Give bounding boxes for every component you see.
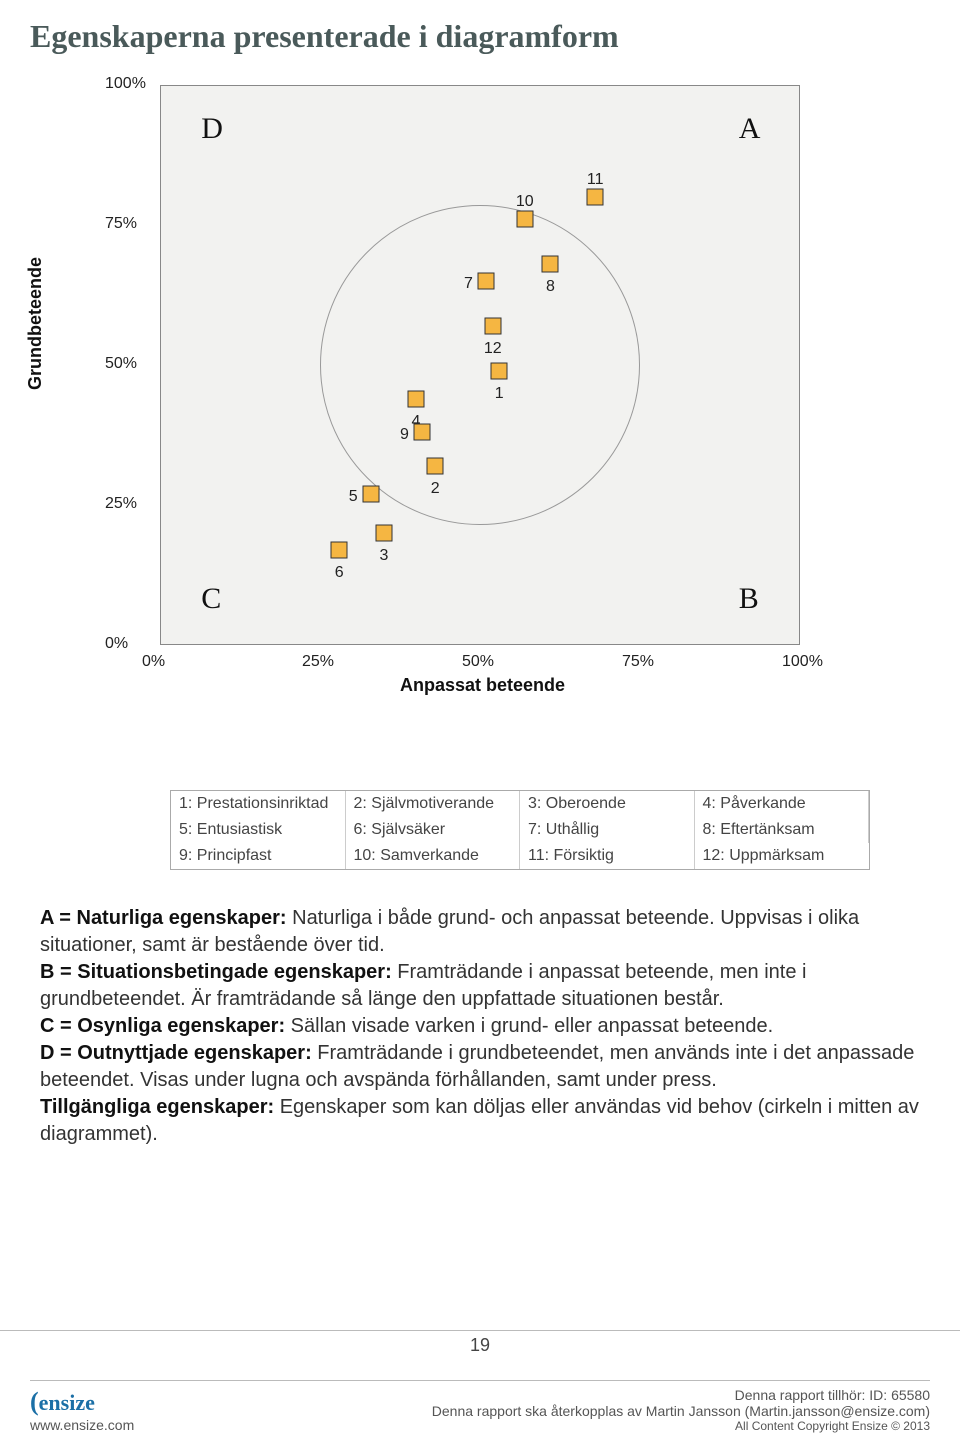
data-point-label-9: 9 — [400, 426, 409, 444]
legend-item: 3: Oberoende — [520, 791, 695, 817]
data-point-6 — [331, 541, 348, 558]
legend-item: 9: Principfast — [171, 843, 346, 869]
desc-d-label: D = Outnyttjade egenskaper: — [40, 1042, 312, 1064]
legend-item: 6: Självsäker — [346, 817, 521, 843]
legend-item: 8: Eftertänksam — [695, 817, 870, 843]
data-point-label-3: 3 — [380, 547, 389, 565]
legend-item: 11: Försiktig — [520, 843, 695, 869]
x-tick: 0% — [142, 653, 165, 671]
quadrant-label-d: D — [201, 112, 223, 146]
logo: (ensize — [30, 1390, 95, 1415]
data-point-label-7: 7 — [464, 275, 473, 293]
data-point-label-1: 1 — [495, 385, 504, 403]
data-point-11 — [587, 189, 604, 206]
data-point-label-8: 8 — [546, 278, 555, 296]
legend-item: 1: Prestationsinriktad — [171, 791, 346, 817]
data-point-10 — [516, 211, 533, 228]
data-point-3 — [376, 525, 393, 542]
quadrant-label-b: B — [739, 582, 759, 616]
quadrant-label-c: C — [201, 582, 221, 616]
data-point-label-10: 10 — [516, 193, 534, 211]
description-block: A = Naturliga egenskaper: Naturliga i bå… — [40, 905, 920, 1148]
desc-t-label: Tillgängliga egenskaper: — [40, 1096, 274, 1118]
legend-item: 5: Entusiastisk — [171, 817, 346, 843]
data-point-label-5: 5 — [349, 488, 358, 506]
data-point-label-6: 6 — [335, 564, 344, 582]
data-point-label-2: 2 — [431, 480, 440, 498]
page-number: 19 — [0, 1330, 960, 1356]
legend-item: 7: Uthållig — [520, 817, 695, 843]
y-tick: 0% — [105, 635, 152, 653]
data-point-1 — [491, 362, 508, 379]
desc-b-label: B = Situationsbetingade egenskaper: — [40, 961, 392, 983]
x-tick: 100% — [782, 653, 823, 671]
page-title: Egenskaperna presenterade i diagramform — [0, 0, 960, 65]
footer-line3: All Content Copyright Ensize © 2013 — [432, 1419, 930, 1433]
data-point-12 — [484, 317, 501, 334]
desc-c-text: Sällan visade varken i grund- eller anpa… — [285, 1015, 773, 1037]
desc-a-label: A = Naturliga egenskaper: — [40, 907, 287, 929]
legend-table: 1: Prestationsinriktad2: Självmotiverand… — [170, 790, 870, 870]
data-point-label-12: 12 — [484, 340, 502, 358]
legend-item: 10: Samverkande — [346, 843, 521, 869]
data-point-5 — [363, 485, 380, 502]
footer-url: www.ensize.com — [30, 1417, 134, 1433]
x-tick: 75% — [622, 653, 654, 671]
data-point-label-11: 11 — [587, 171, 604, 189]
y-axis-label: Grundbeteende — [25, 257, 46, 390]
x-tick: 50% — [462, 653, 494, 671]
desc-c-label: C = Osynliga egenskaper: — [40, 1015, 285, 1037]
legend-item: 12: Uppmärksam — [695, 843, 870, 869]
data-point-4 — [408, 390, 425, 407]
y-tick: 25% — [105, 495, 152, 513]
y-tick: 75% — [105, 215, 152, 233]
footer-line1: Denna rapport tillhör: ID: 65580 — [432, 1387, 930, 1403]
data-point-7 — [478, 273, 495, 290]
legend-item: 2: Självmotiverande — [346, 791, 521, 817]
x-axis-label: Anpassat beteende — [400, 675, 565, 696]
center-circle — [320, 205, 640, 525]
y-tick: 100% — [105, 75, 152, 93]
x-tick: 25% — [302, 653, 334, 671]
data-point-8 — [542, 256, 559, 273]
data-point-9 — [414, 424, 431, 441]
footer: (ensize www.ensize.com Denna rapport til… — [30, 1380, 930, 1433]
legend-item: 4: Påverkande — [695, 791, 870, 817]
quadrant-label-a: A — [739, 112, 761, 146]
footer-line2: Denna rapport ska återkopplas av Martin … — [432, 1403, 930, 1419]
data-point-2 — [427, 457, 444, 474]
y-tick: 50% — [105, 355, 152, 373]
